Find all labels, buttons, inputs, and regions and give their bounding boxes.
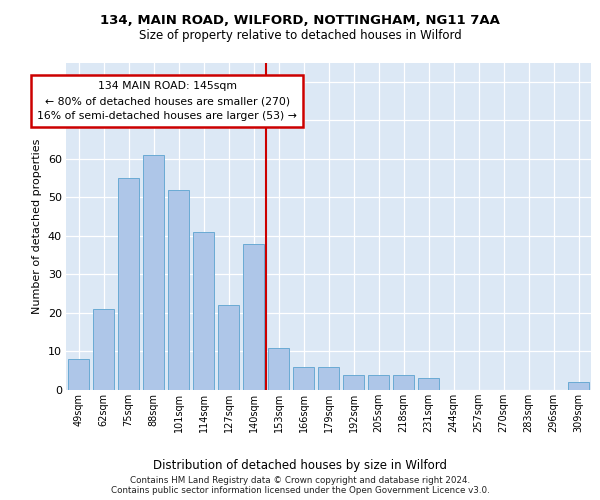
Bar: [193, 232, 214, 390]
Bar: [143, 155, 164, 390]
Bar: [368, 374, 389, 390]
Bar: [393, 374, 414, 390]
Bar: [243, 244, 264, 390]
Text: Size of property relative to detached houses in Wilford: Size of property relative to detached ho…: [139, 29, 461, 42]
Bar: [118, 178, 139, 390]
Text: Contains HM Land Registry data © Crown copyright and database right 2024.: Contains HM Land Registry data © Crown c…: [130, 476, 470, 485]
Text: Distribution of detached houses by size in Wilford: Distribution of detached houses by size …: [153, 458, 447, 471]
Bar: [343, 374, 364, 390]
Bar: [293, 367, 314, 390]
Y-axis label: Number of detached properties: Number of detached properties: [32, 138, 42, 314]
Bar: [568, 382, 589, 390]
Bar: [268, 348, 289, 390]
Bar: [218, 305, 239, 390]
Bar: [168, 190, 189, 390]
Text: 134 MAIN ROAD: 145sqm
← 80% of detached houses are smaller (270)
16% of semi-det: 134 MAIN ROAD: 145sqm ← 80% of detached …: [37, 81, 297, 121]
Bar: [68, 359, 89, 390]
Bar: [418, 378, 439, 390]
Text: Contains public sector information licensed under the Open Government Licence v3: Contains public sector information licen…: [110, 486, 490, 495]
Bar: [318, 367, 339, 390]
Bar: [93, 309, 114, 390]
Text: 134, MAIN ROAD, WILFORD, NOTTINGHAM, NG11 7AA: 134, MAIN ROAD, WILFORD, NOTTINGHAM, NG1…: [100, 14, 500, 27]
